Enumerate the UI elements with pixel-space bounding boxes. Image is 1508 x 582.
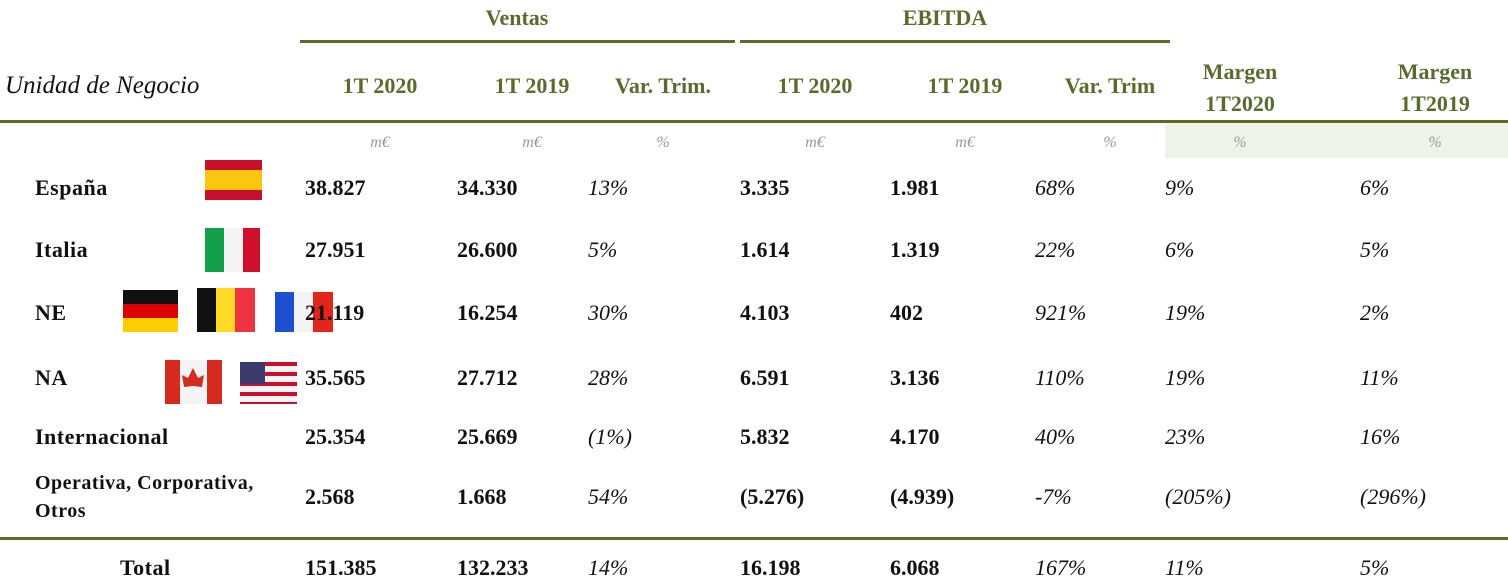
ratio: 5%	[1360, 555, 1390, 580]
group-header: EBITDA	[902, 5, 988, 30]
row-label: Total	[120, 555, 171, 580]
ratio: 6%	[1360, 175, 1390, 200]
total-rule	[0, 537, 1508, 540]
header-rule	[0, 120, 1508, 123]
value: 151.385	[305, 555, 377, 580]
value: 16.254	[457, 300, 518, 325]
ratio: 16%	[1360, 424, 1401, 449]
ratio: 19%	[1165, 300, 1206, 325]
ratio: -7%	[1035, 484, 1072, 509]
unit: %	[1103, 134, 1117, 151]
value: 3.136	[890, 365, 940, 390]
ratio: 9%	[1165, 175, 1195, 200]
column-header: Margen 1T2020	[1202, 59, 1278, 116]
column-header: Var. Trim.	[615, 73, 711, 98]
value: 27.712	[457, 365, 518, 390]
group-header: Ventas	[485, 5, 549, 30]
value: 402	[890, 300, 923, 325]
flag-france	[275, 292, 333, 332]
column-header: 1T 2020	[342, 73, 418, 98]
ratio: 19%	[1165, 365, 1206, 390]
ebitda-rule	[740, 40, 1170, 43]
unit: %	[1233, 134, 1247, 151]
flag-germany	[123, 290, 178, 332]
value: 35.565	[305, 365, 366, 390]
value: 6.068	[890, 555, 940, 580]
ratio: (296%)	[1360, 484, 1426, 509]
unit: m€	[955, 134, 975, 151]
value: 2.568	[305, 484, 355, 509]
unit: m€	[370, 134, 390, 151]
ratio: 5%	[1360, 237, 1390, 262]
ratio: 40%	[1035, 424, 1076, 449]
ratio: 2%	[1360, 300, 1390, 325]
value: 3.335	[740, 175, 790, 200]
unit: m€	[805, 134, 825, 151]
flag-usa	[240, 362, 297, 404]
column-header: 1T 2020	[777, 73, 853, 98]
value: 4.170	[890, 424, 940, 449]
row-label: Italia	[35, 237, 89, 262]
ratio: 6%	[1165, 237, 1195, 262]
value: 34.330	[457, 175, 518, 200]
value: 1.668	[457, 484, 507, 509]
value: 21.119	[305, 300, 365, 325]
value: 1.614	[740, 237, 790, 262]
ratio: 28%	[588, 365, 629, 390]
ratio: (1%)	[588, 424, 632, 449]
value: 132.233	[457, 555, 529, 580]
flag-belgium	[197, 288, 255, 332]
ratio: 23%	[1165, 424, 1206, 449]
highlight	[1165, 123, 1508, 158]
value: 4.103	[740, 300, 790, 325]
ratio: 11%	[1360, 365, 1399, 390]
ratio: (205%)	[1165, 484, 1231, 509]
ratio: 30%	[588, 300, 629, 325]
ratio: 13%	[588, 175, 629, 200]
value: 6.591	[740, 365, 790, 390]
column-header: 1T 2019	[927, 73, 1003, 98]
value: 5.832	[740, 424, 790, 449]
unit: %	[1428, 134, 1442, 151]
flag-canada	[165, 360, 222, 404]
value: 1.319	[890, 237, 940, 262]
row-label: Internacional	[35, 424, 169, 449]
ratio: 54%	[588, 484, 629, 509]
unit: m€	[522, 134, 542, 151]
flag-italy	[205, 228, 260, 272]
ratio: 921%	[1035, 300, 1087, 325]
row-label: Operativa, Corporativa, Otros	[35, 472, 254, 522]
ratio: 167%	[1035, 555, 1087, 580]
column-header: 1T 2019	[494, 73, 570, 98]
column-header: Var. Trim	[1064, 73, 1156, 98]
value: 1.981	[890, 175, 940, 200]
value: 27.951	[305, 237, 366, 262]
row-header: Unidad de Negocio	[5, 72, 200, 99]
ratio: 110%	[1035, 365, 1085, 390]
value: 25.669	[457, 424, 518, 449]
value: 25.354	[305, 424, 366, 449]
ratio: 5%	[588, 237, 618, 262]
unit: %	[656, 134, 670, 151]
value: 38.827	[305, 175, 366, 200]
value: (5.276)	[740, 484, 805, 509]
ratio: 68%	[1035, 175, 1076, 200]
ratio: 22%	[1035, 237, 1076, 262]
ventas-rule	[300, 40, 735, 43]
ratio: 14%	[588, 555, 629, 580]
ratio: 11%	[1165, 555, 1204, 580]
value: (4.939)	[890, 484, 955, 509]
row-label: NA	[35, 365, 68, 390]
column-header: Margen 1T2019	[1397, 59, 1473, 116]
value: 26.600	[457, 237, 518, 262]
value: 16.198	[740, 555, 801, 580]
flag-spain	[205, 160, 262, 200]
row-label: España	[35, 175, 108, 200]
row-label: NE	[35, 300, 67, 325]
